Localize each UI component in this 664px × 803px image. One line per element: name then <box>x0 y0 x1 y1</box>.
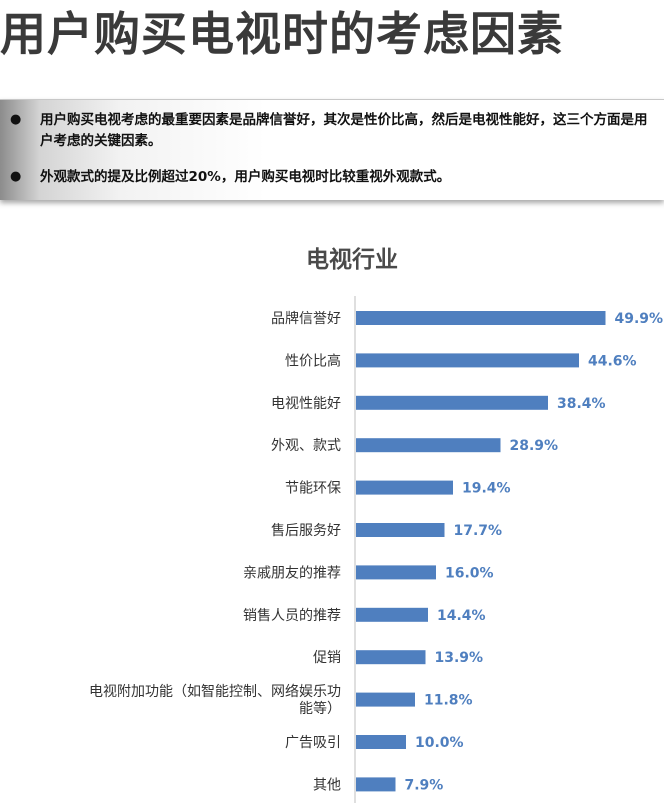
data-label: 38.4% <box>557 396 606 412</box>
data-label: 13.9% <box>435 650 484 666</box>
category-label: 品牌信誉好 <box>271 310 341 327</box>
category-label: 销售人员的推荐 <box>243 608 341 624</box>
data-label: 16.0% <box>445 565 494 581</box>
data-label: 7.9% <box>405 777 444 793</box>
category-label: 促销 <box>313 650 341 666</box>
bar <box>356 438 501 453</box>
bar-chart: 49.9% 品牌信誉好 44.6% 性价比高 38.4% 电视性能好 28.9% 外观、款式 1… <box>89 296 664 803</box>
category-label: 外观、款式 <box>271 438 341 454</box>
category-label: 电视附加功能（如智能控制、网络娱乐功能等） <box>89 684 341 717</box>
page-title: 用户购买电视时的考虑因素 <box>0 7 564 61</box>
category-label: 性价比高 <box>285 352 341 369</box>
bullet-icon: ● <box>10 169 22 184</box>
chart-title: 电视行业 <box>306 247 398 273</box>
bar <box>356 565 436 580</box>
data-label: 11.8% <box>424 693 473 709</box>
bar <box>356 523 445 537</box>
data-label: 28.9% <box>510 438 559 454</box>
data-label: 49.9% <box>615 311 664 327</box>
data-label: 17.7% <box>454 523 503 539</box>
data-label: 19.4% <box>462 481 511 497</box>
summary-point-1: 用户购买电视考虑的最重要因素是品牌信誉好，其次是性价比高，然后是电视性能好，这三… <box>40 112 648 149</box>
data-label: 44.6% <box>588 353 637 369</box>
bar <box>356 480 453 495</box>
bar <box>356 777 396 792</box>
data-label: 10.0% <box>415 735 464 751</box>
category-label: 广告吸引 <box>285 735 341 751</box>
bar <box>356 735 406 749</box>
bullet-icon: ● <box>10 112 22 127</box>
data-label: 14.4% <box>437 608 486 624</box>
summary-box: ● 用户购买电视考虑的最重要因素是品牌信誉好，其次是性价比高，然后是电视性能好，… <box>0 99 664 200</box>
category-label: 电视性能好 <box>271 396 341 412</box>
category-label: 售后服务好 <box>271 523 341 539</box>
bar <box>356 650 426 665</box>
category-label: 节能环保 <box>285 481 341 497</box>
category-label: 亲戚朋友的推荐 <box>243 565 341 581</box>
bar <box>356 692 415 707</box>
bar <box>356 353 579 368</box>
bar <box>356 607 428 622</box>
bar <box>356 395 548 410</box>
category-label: 其他 <box>313 777 341 793</box>
bar <box>356 311 606 325</box>
summary-point-2: 外观款式的提及比例超过20%，用户购买电视时比较重视外观款式。 <box>40 169 451 185</box>
